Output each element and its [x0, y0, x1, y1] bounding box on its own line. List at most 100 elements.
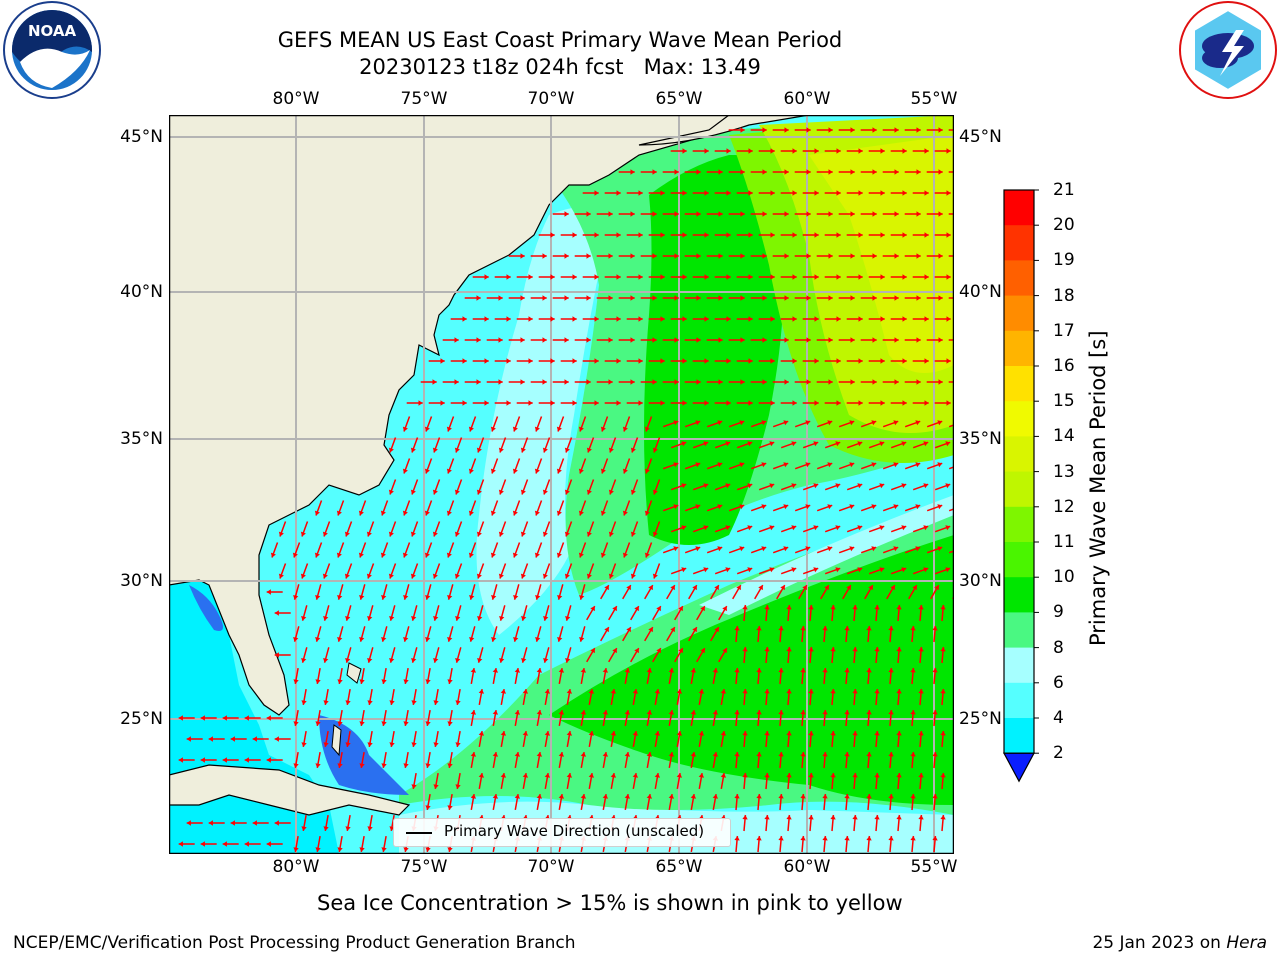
wave-arrow-head [682, 232, 687, 238]
wave-arrow-head [513, 595, 519, 600]
wave-arrow-head [902, 358, 907, 364]
wave-arrow-head [388, 489, 394, 495]
wave-arrow-head [802, 585, 807, 591]
wave-arrow-head [938, 379, 943, 385]
wave-arrow-head [492, 752, 498, 757]
wave-arrow-head [624, 752, 630, 757]
wave-arrow-head [872, 211, 877, 217]
wave-arrow-head [638, 358, 643, 364]
wave-arrow-head [946, 316, 951, 322]
wave-arrow-head [604, 627, 609, 633]
wave-arrow-head [600, 426, 606, 432]
wave-arrow-head [590, 606, 595, 612]
wave-arrow-head [844, 836, 850, 841]
wave-arrow-head [910, 752, 916, 757]
land-bahamas-andros [331, 724, 342, 757]
wave-arrow-head [858, 190, 863, 196]
wave-arrow-head [880, 190, 885, 196]
wave-direction-arrows [178, 127, 954, 853]
wave-arrow-head [849, 462, 855, 468]
wave-arrow-head [938, 295, 943, 301]
wave-arrow-head [579, 637, 585, 642]
wave-arrow-head [520, 531, 526, 537]
wave-arrow-head [648, 627, 653, 633]
wave-arrow-head [447, 847, 453, 852]
wave-arrow-head [880, 400, 885, 406]
date-footer: 25 Jan 2023 on Hera [1092, 933, 1267, 953]
wave-arrow-head [696, 253, 701, 259]
wave-arrow-head [946, 232, 951, 238]
lon-tick-top: 70°W [527, 89, 575, 109]
wave-arrow-head [894, 169, 899, 175]
wave-arrow-head [536, 752, 542, 757]
wave-arrow-head [550, 358, 555, 364]
wave-arrow-head [490, 426, 496, 432]
wave-arrow-head [704, 358, 709, 364]
wave-arrow-head [764, 773, 770, 778]
wave-arrow-head [734, 668, 740, 673]
wave-arrow-head [644, 552, 650, 558]
wave-arrow-head [916, 337, 921, 343]
wave-arrow-head [622, 468, 628, 474]
title-line-1: GEFS MEAN US East Coast Primary Wave Mea… [277, 28, 843, 52]
wave-arrow-head [367, 826, 373, 831]
wave-arrow-head [580, 710, 586, 715]
wave-arrow-head [520, 379, 525, 385]
wave-arrow-head [484, 400, 489, 406]
wave-arrow-head [462, 400, 467, 406]
wave-arrow-head [844, 710, 850, 715]
wave-arrow-head [858, 358, 863, 364]
wave-arrow-head [534, 510, 540, 516]
wave-arrow-head [734, 626, 740, 631]
wave-arrow-head [894, 211, 899, 217]
wave-arrow-head [604, 585, 609, 591]
wave-arrow-head [550, 232, 555, 238]
wave-arrow-head [470, 794, 476, 799]
wave-arrow-head [718, 253, 723, 259]
wave-arrow-head [814, 358, 819, 364]
wave-arrow-head [813, 483, 819, 489]
wave-arrow-head [586, 489, 592, 495]
wave-arrow-head [786, 731, 792, 736]
wave-arrow-head [572, 274, 577, 280]
wave-arrow-head [522, 731, 528, 736]
wave-arrow-head [696, 295, 701, 301]
wave-arrow-head [616, 316, 621, 322]
wave-arrow-head [278, 531, 284, 537]
wave-arrow-head [652, 211, 657, 217]
wave-arrow-head [830, 605, 836, 610]
wave-arrow-head [924, 316, 929, 322]
wave-arrow-head [784, 379, 789, 385]
wave-arrow-head [388, 447, 394, 453]
wave-arrow-head [712, 794, 718, 799]
wave-arrow-head [805, 546, 811, 552]
wave-arrow-head [594, 274, 599, 280]
wave-arrow-head [586, 337, 591, 343]
wave-arrow-head [454, 531, 460, 537]
wave-arrow-head [674, 169, 679, 175]
wave-arrow-head [784, 169, 789, 175]
wave-arrow-head [769, 483, 775, 489]
wave-arrow-head [924, 358, 929, 364]
wave-arrow-head [786, 605, 792, 610]
wave-arrow-head [806, 127, 811, 133]
wave-arrow-head [792, 316, 797, 322]
wave-arrow-head [888, 836, 894, 841]
lon-tick-top: 80°W [272, 89, 320, 109]
wave-arrow-head [266, 757, 271, 763]
wave-arrow-head [912, 585, 917, 591]
wave-arrow-head [682, 358, 687, 364]
wave-arrow-head [468, 510, 474, 516]
wave-arrow-head [455, 616, 461, 621]
wave-arrow-head [756, 752, 762, 757]
wave-arrow-head [469, 637, 475, 642]
wave-arrow-head [836, 400, 841, 406]
wave-arrow-head [835, 525, 841, 531]
wave-arrow-head [564, 447, 570, 453]
colorbar-segment [1004, 225, 1034, 261]
wave-arrow-head [764, 731, 770, 736]
wave-arrow-shaft [948, 424, 954, 428]
wave-arrow-head [514, 710, 520, 715]
wave-arrow-head [514, 794, 520, 799]
colorbar-label: 6 [1053, 672, 1064, 693]
